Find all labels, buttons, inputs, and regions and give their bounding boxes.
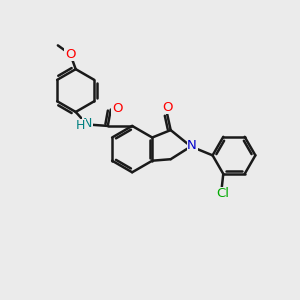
Text: N: N <box>83 117 92 130</box>
Text: Cl: Cl <box>217 187 230 200</box>
Text: O: O <box>65 48 76 61</box>
Text: H: H <box>76 119 85 132</box>
Text: O: O <box>162 101 172 114</box>
Text: O: O <box>112 102 123 115</box>
Text: N: N <box>187 139 197 152</box>
